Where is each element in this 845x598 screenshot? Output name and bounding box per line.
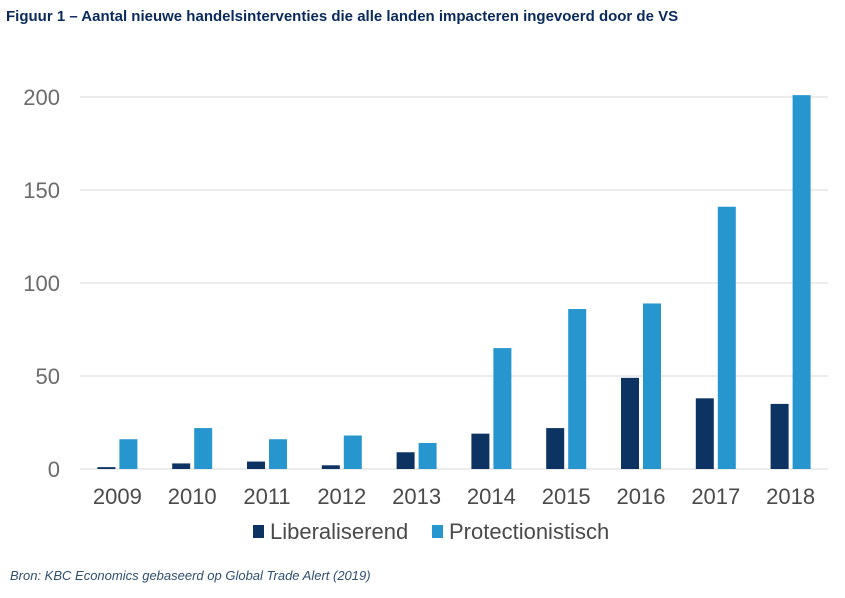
y-tick-label: 0 xyxy=(48,457,60,482)
x-tick-label: 2015 xyxy=(542,484,591,509)
x-tick-label: 2010 xyxy=(168,484,217,509)
x-axis-ticks: 2009 2010 2011 2012 2013 2014 2015 2016 2017 2018 xyxy=(93,484,815,509)
y-tick-label: 200 xyxy=(23,85,60,110)
bar-protectionistisch-2013 xyxy=(418,442,437,469)
x-tick-label: 2016 xyxy=(617,484,666,509)
chart-title: Figuur 1 – Aantal nieuwe handelsinterven… xyxy=(6,8,679,25)
bar-protectionistisch-2014 xyxy=(493,348,512,469)
bar-protectionistisch-2012 xyxy=(343,435,362,469)
bar-protectionistisch-2015 xyxy=(568,309,587,469)
bar-chart: 0 50 100 150 200 2009 2010 2011 2012 2013 2014 201… xyxy=(23,85,828,544)
bar-protectionistisch-2016 xyxy=(643,303,661,469)
y-tick-label: 100 xyxy=(23,271,60,296)
bar-liberaliserend-2016 xyxy=(621,377,639,469)
x-tick-label: 2011 xyxy=(243,484,290,509)
bar-liberaliserend-2014 xyxy=(471,433,490,469)
source-note: Bron: KBC Economics gebaseerd op Global … xyxy=(10,568,371,583)
bar-protectionistisch-2010 xyxy=(194,428,213,469)
bars xyxy=(97,95,811,470)
legend-label: Liberaliserend xyxy=(270,519,408,544)
y-tick-label: 50 xyxy=(36,364,60,389)
legend-label: Protectionistisch xyxy=(449,519,609,544)
bar-liberaliserend-2010 xyxy=(172,463,191,469)
x-tick-label: 2017 xyxy=(691,484,740,509)
bar-liberaliserend-2018 xyxy=(770,403,789,469)
x-tick-label: 2018 xyxy=(766,484,815,509)
legend: Liberaliserend Protectionistisch xyxy=(253,519,609,544)
bar-liberaliserend-2011 xyxy=(247,461,265,469)
x-tick-label: 2012 xyxy=(317,484,366,509)
bar-liberaliserend-2012 xyxy=(321,465,340,469)
legend-swatch xyxy=(253,525,264,538)
y-axis-ticks: 0 50 100 150 200 xyxy=(23,85,60,482)
x-tick-label: 2014 xyxy=(467,484,516,509)
bar-liberaliserend-2017 xyxy=(695,398,714,469)
bar-protectionistisch-2011 xyxy=(269,439,287,469)
bar-liberaliserend-2013 xyxy=(396,452,415,469)
bar-liberaliserend-2009 xyxy=(97,467,116,469)
bar-protectionistisch-2009 xyxy=(119,439,138,469)
legend-swatch xyxy=(432,525,443,538)
x-tick-label: 2009 xyxy=(93,484,142,509)
bar-protectionistisch-2018 xyxy=(792,95,811,469)
x-tick-label: 2013 xyxy=(392,484,441,509)
y-tick-label: 150 xyxy=(23,178,60,203)
bar-liberaliserend-2015 xyxy=(546,428,565,469)
grid-lines xyxy=(80,96,828,470)
bar-protectionistisch-2017 xyxy=(717,206,736,470)
